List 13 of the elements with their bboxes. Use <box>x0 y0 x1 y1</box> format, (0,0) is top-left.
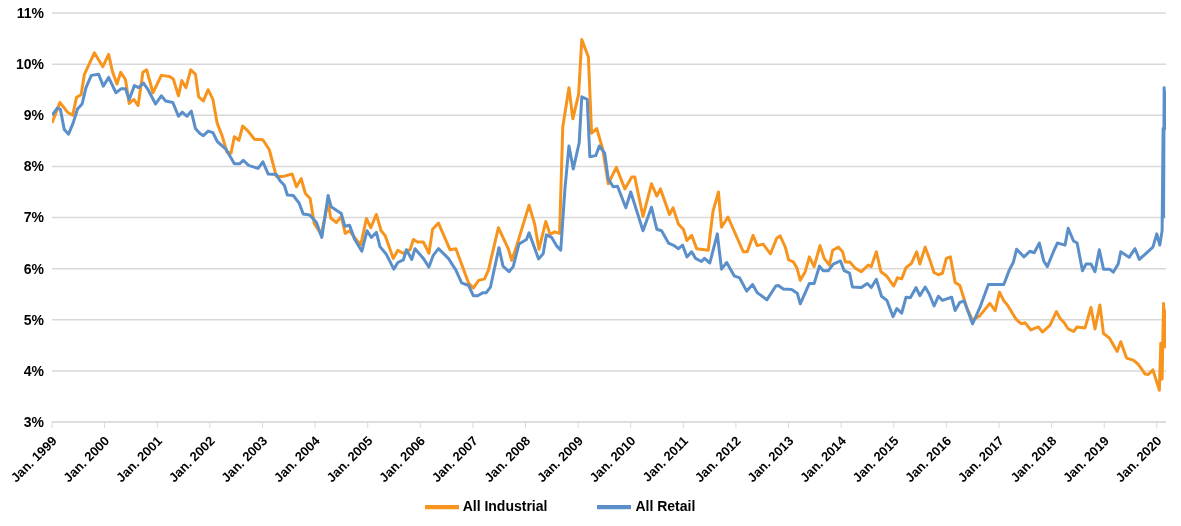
y-tick-label: 8% <box>23 158 45 175</box>
y-tick-label: 6% <box>23 260 45 277</box>
y-tick-label: 5% <box>23 311 45 328</box>
y-tick-label: 7% <box>23 209 45 226</box>
y-tick-label: 3% <box>23 413 45 430</box>
line-series <box>52 38 1166 392</box>
legend-label: All Industrial <box>462 497 548 514</box>
y-tick-label: 11% <box>16 4 45 21</box>
y-tick-label: 4% <box>23 362 45 379</box>
y-tick-label: 9% <box>23 107 45 124</box>
y-tick-label: 10% <box>15 56 45 73</box>
legend-label: All Retail <box>635 497 696 514</box>
line-series <box>52 72 1166 326</box>
